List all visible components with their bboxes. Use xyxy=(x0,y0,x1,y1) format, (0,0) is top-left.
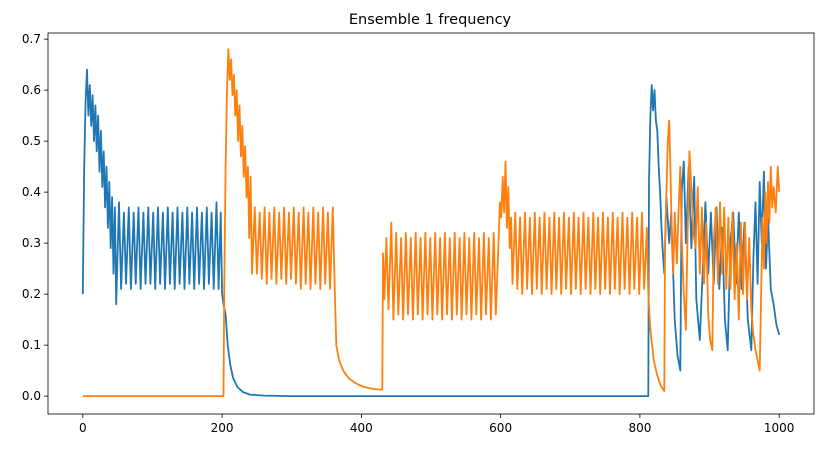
y-tick-label: 0.4 xyxy=(22,185,41,199)
y-tick-label: 0.3 xyxy=(22,236,41,250)
axes: 0 200 400 600 800 1000 0.0 0.1 0.2 0.3 0.4 0.5 0.6 0.… xyxy=(22,32,795,435)
x-tick-label: 0 xyxy=(79,421,87,435)
x-tick-label: 200 xyxy=(211,421,234,435)
series-line-2 xyxy=(82,48,781,397)
chart-title: Ensemble 1 frequency xyxy=(349,12,512,28)
y-tick-label: 0.6 xyxy=(22,83,41,97)
y-tick-label: 0.1 xyxy=(22,338,41,352)
x-tick-label: 1000 xyxy=(764,421,795,435)
y-tick-label: 0.2 xyxy=(22,287,41,301)
x-tick-label: 600 xyxy=(489,421,512,435)
y-tick-label: 0.7 xyxy=(22,32,41,46)
y-tick-label: 0.0 xyxy=(22,389,41,403)
x-tick-label: 800 xyxy=(628,421,651,435)
plot-frame xyxy=(47,32,815,415)
series-group xyxy=(81,48,781,397)
y-tick-label: 0.5 xyxy=(22,134,41,148)
x-tick-label: 400 xyxy=(350,421,373,435)
series-line-1 xyxy=(81,68,781,397)
